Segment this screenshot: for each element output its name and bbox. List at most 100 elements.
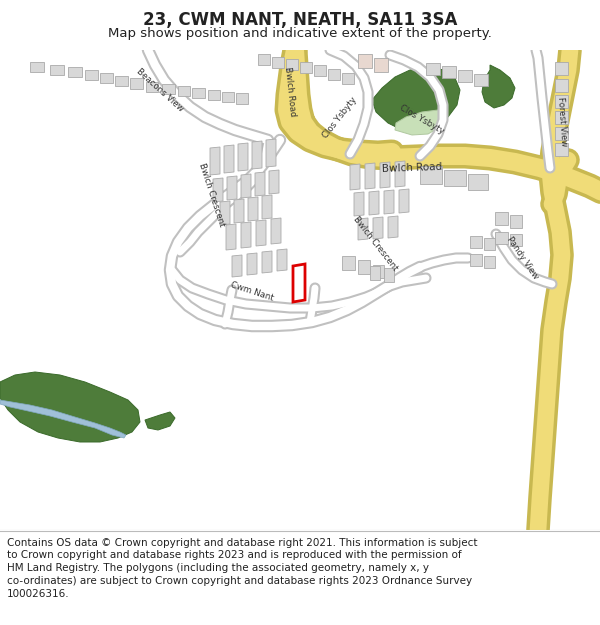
- Polygon shape: [372, 67, 460, 130]
- Polygon shape: [328, 69, 340, 80]
- Polygon shape: [286, 59, 298, 70]
- Polygon shape: [192, 88, 205, 98]
- Polygon shape: [247, 253, 257, 275]
- Polygon shape: [238, 143, 248, 171]
- Text: Bwlch Road: Bwlch Road: [382, 162, 442, 174]
- Polygon shape: [50, 65, 64, 75]
- Text: Clos Ysbyty: Clos Ysbyty: [398, 104, 446, 136]
- Polygon shape: [68, 67, 82, 77]
- Polygon shape: [300, 62, 312, 73]
- Polygon shape: [226, 224, 236, 250]
- Text: Contains OS data © Crown copyright and database right 2021. This information is : Contains OS data © Crown copyright and d…: [7, 538, 478, 599]
- Polygon shape: [555, 79, 568, 92]
- Text: Cwm Nant: Cwm Nant: [229, 281, 275, 303]
- Polygon shape: [555, 62, 568, 75]
- Text: Forest View: Forest View: [556, 97, 568, 147]
- Polygon shape: [395, 110, 445, 135]
- Polygon shape: [555, 143, 568, 156]
- Polygon shape: [369, 191, 379, 215]
- Polygon shape: [358, 260, 370, 274]
- Polygon shape: [256, 220, 266, 246]
- Polygon shape: [220, 201, 230, 225]
- Polygon shape: [0, 400, 126, 438]
- Polygon shape: [444, 170, 466, 186]
- Polygon shape: [555, 127, 568, 140]
- Polygon shape: [470, 254, 482, 266]
- Polygon shape: [255, 172, 265, 196]
- Polygon shape: [248, 197, 258, 221]
- Polygon shape: [555, 95, 568, 108]
- Polygon shape: [374, 58, 388, 72]
- Polygon shape: [85, 70, 98, 80]
- Polygon shape: [213, 178, 223, 202]
- Text: Pandy View: Pandy View: [505, 235, 541, 281]
- Polygon shape: [178, 86, 190, 96]
- Polygon shape: [350, 164, 360, 190]
- Polygon shape: [272, 57, 284, 68]
- Polygon shape: [271, 218, 281, 244]
- Polygon shape: [262, 195, 272, 219]
- Polygon shape: [342, 73, 354, 84]
- Polygon shape: [474, 74, 488, 86]
- Polygon shape: [484, 256, 495, 268]
- Text: Bwlch Crescent: Bwlch Crescent: [197, 162, 227, 228]
- Polygon shape: [354, 192, 364, 216]
- Polygon shape: [30, 62, 44, 72]
- Polygon shape: [236, 93, 248, 104]
- Polygon shape: [358, 218, 368, 240]
- Polygon shape: [146, 82, 158, 92]
- Polygon shape: [162, 84, 175, 94]
- Polygon shape: [399, 189, 409, 213]
- Polygon shape: [365, 163, 375, 189]
- Polygon shape: [510, 234, 522, 246]
- Polygon shape: [384, 190, 394, 214]
- Polygon shape: [232, 255, 242, 277]
- Polygon shape: [277, 249, 287, 271]
- Text: 23, CWM NANT, NEATH, SA11 3SA: 23, CWM NANT, NEATH, SA11 3SA: [143, 11, 457, 29]
- Polygon shape: [252, 141, 262, 169]
- Polygon shape: [484, 238, 495, 250]
- Polygon shape: [555, 111, 568, 124]
- Text: Bwlch Crescent: Bwlch Crescent: [351, 215, 399, 273]
- Polygon shape: [370, 266, 380, 280]
- Text: Bwlch Road: Bwlch Road: [283, 67, 297, 118]
- Polygon shape: [227, 176, 237, 200]
- Polygon shape: [342, 256, 355, 270]
- Polygon shape: [210, 147, 220, 175]
- Polygon shape: [510, 215, 522, 228]
- Polygon shape: [384, 268, 394, 282]
- Polygon shape: [420, 166, 442, 184]
- Polygon shape: [234, 199, 244, 223]
- Polygon shape: [258, 54, 270, 65]
- Polygon shape: [373, 217, 383, 239]
- Polygon shape: [380, 162, 390, 188]
- Polygon shape: [482, 65, 515, 108]
- Polygon shape: [495, 232, 508, 244]
- Polygon shape: [130, 78, 143, 89]
- Polygon shape: [222, 92, 234, 102]
- Polygon shape: [388, 216, 398, 238]
- Polygon shape: [458, 70, 472, 82]
- Polygon shape: [442, 66, 456, 78]
- Text: Beacons View: Beacons View: [135, 67, 185, 113]
- Polygon shape: [224, 145, 234, 173]
- Polygon shape: [0, 372, 140, 442]
- Polygon shape: [115, 76, 128, 86]
- Polygon shape: [395, 161, 405, 187]
- Polygon shape: [358, 54, 372, 68]
- Polygon shape: [262, 251, 272, 273]
- Polygon shape: [426, 63, 440, 75]
- Polygon shape: [241, 222, 251, 248]
- Polygon shape: [495, 212, 508, 225]
- Polygon shape: [373, 265, 384, 278]
- Text: Clos Ysbyty: Clos Ysbyty: [321, 96, 359, 141]
- Polygon shape: [266, 139, 276, 167]
- Polygon shape: [100, 73, 113, 83]
- Polygon shape: [208, 90, 220, 100]
- Polygon shape: [241, 174, 251, 198]
- Polygon shape: [468, 174, 488, 190]
- Polygon shape: [145, 412, 175, 430]
- Text: Map shows position and indicative extent of the property.: Map shows position and indicative extent…: [108, 27, 492, 40]
- Polygon shape: [269, 170, 279, 194]
- Polygon shape: [314, 65, 326, 76]
